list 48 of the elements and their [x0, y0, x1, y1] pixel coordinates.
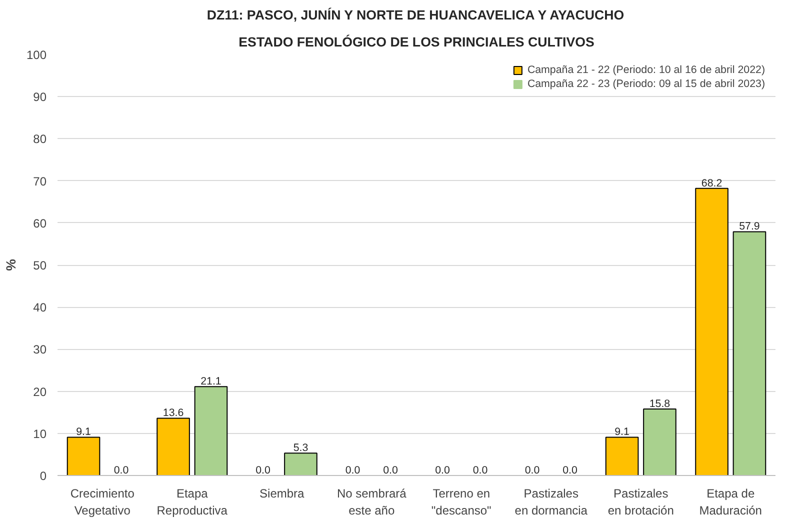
bar: [605, 436, 639, 476]
x-tick-label: No sembrará este año: [336, 486, 407, 518]
y-tick-label: 50: [33, 258, 47, 272]
y-tick-label: 80: [33, 132, 47, 146]
data-label: 21.1: [200, 376, 222, 388]
data-label: 9.1: [76, 426, 92, 438]
legend-label: Campaña 21 - 22 (Periodo: 10 al 16 de abril 2022): [527, 64, 765, 76]
data-label: 57.9: [739, 220, 760, 233]
x-tick-label: Terreno en "descanso": [431, 486, 492, 518]
y-tick-label: 10: [33, 426, 47, 441]
data-label: 0.0: [524, 464, 540, 476]
y-tick-label: 90: [33, 90, 47, 104]
x-tick-label: Etapa de Maduración: [699, 486, 762, 518]
bar: [66, 436, 100, 476]
y-axis-title: %: [3, 258, 18, 271]
bar: [643, 408, 676, 476]
data-label: 0.0: [472, 464, 488, 476]
x-tick-label: Pastizales en brotación: [608, 486, 674, 518]
data-label: 0.0: [256, 464, 271, 476]
y-tick-label: 70: [33, 174, 47, 188]
chart-subtitle: ESTADO FENOLÓGICO DE LOS PRINCIALES CULTIVOS: [238, 34, 594, 50]
bar: [732, 231, 766, 476]
bar: [284, 452, 318, 476]
legend-label: Campaña 22 - 23 (Periodo: 09 al 15 de abril 2023): [527, 78, 765, 90]
chart-title: DZ11: PASCO, JUNÍN Y NORTE DE HUANCAVELICA Y AYACUCHO: [206, 8, 624, 22]
data-label: 5.3: [293, 442, 308, 454]
data-label: 15.8: [649, 398, 670, 410]
x-tick-label: Siembra: [260, 486, 305, 500]
y-tick-label: 0: [40, 469, 47, 483]
bar: [695, 188, 728, 476]
data-label: 0.0: [435, 464, 450, 476]
data-label: 68.2: [701, 177, 722, 190]
x-tick-label: Crecimiento Vegetativo: [70, 486, 135, 518]
x-tick-label: Pastizales en dormancia: [514, 486, 588, 518]
y-tick-label: 60: [33, 216, 47, 230]
y-tick-label: 20: [33, 384, 47, 399]
data-label: 9.1: [614, 426, 630, 438]
data-label: 13.6: [162, 407, 184, 420]
x-tick-label: Etapa Reproductiva: [156, 486, 228, 518]
data-label: 0.0: [345, 464, 360, 476]
y-tick-label: 30: [33, 342, 47, 357]
data-label: 0.0: [383, 464, 398, 476]
bar: [194, 386, 228, 476]
y-tick-label: 100: [26, 48, 47, 62]
y-tick-label: 40: [33, 300, 47, 315]
data-label: 0.0: [114, 464, 129, 476]
bar: [156, 418, 190, 476]
data-label: 0.0: [562, 464, 578, 476]
